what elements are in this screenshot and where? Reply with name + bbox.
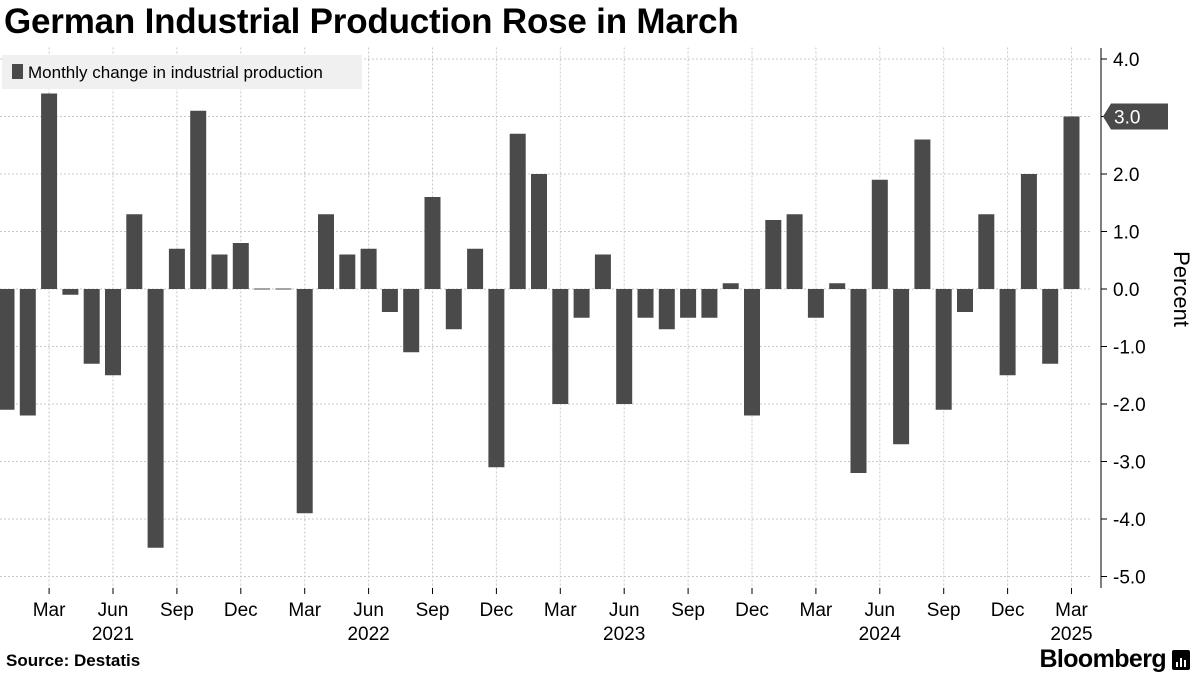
x-tick-label: Dec [735,600,769,621]
x-tick-label: Mar [33,600,66,621]
source-note: Source: Destatis [6,651,141,670]
x-tick-label: Jun [864,600,895,621]
bar [467,248,484,289]
x-tick-label: Mar [1055,600,1088,621]
bar [275,288,292,290]
bar [19,289,36,416]
bar [935,289,952,410]
bar [722,283,739,289]
bar [168,248,185,289]
legend-box [2,55,362,89]
x-tick-label: Sep [671,600,705,621]
bar [190,110,207,289]
bar [211,254,228,289]
x-tick-label: Dec [480,600,514,621]
bar [381,289,398,312]
bar [232,243,249,289]
x-year-label: 2021 [92,624,134,645]
bloomberg-bars-icon [1172,649,1190,670]
x-year-label: 2024 [859,624,902,645]
y-tick-label: -3.0 [1113,453,1146,474]
y-axis-label: Percent [1169,251,1194,327]
bar [339,254,356,289]
x-tick-label: Sep [416,600,450,621]
bar [445,289,462,330]
bar [573,289,590,318]
x-tick-label: Mar [288,600,321,621]
last-value-tag [1103,103,1168,130]
x-tick-label: Jun [98,600,129,621]
bar [1020,174,1037,289]
bar [509,133,526,289]
bar [957,289,973,312]
bar [360,248,377,289]
bar [0,289,15,410]
x-tick-label: Mar [544,600,577,621]
bar [701,289,718,318]
x-tick-label: Sep [927,600,961,621]
bar [105,289,121,376]
bar [126,214,143,289]
x-tick-label: Dec [224,600,258,621]
bar [424,197,441,289]
y-tick-label: 1.0 [1113,223,1139,244]
bar [531,174,547,289]
x-tick-label: Mar [800,600,833,621]
bar [147,289,164,548]
y-tick-label: 2.0 [1113,165,1139,186]
y-tick-label: -5.0 [1113,568,1146,589]
y-tick-label: -1.0 [1113,338,1146,359]
x-year-label: 2022 [347,624,389,645]
brand-logo: Bloomberg [1039,645,1190,674]
bar [914,139,931,289]
bar [850,289,867,473]
bar [254,288,271,290]
bar [786,214,803,289]
y-tick-label: 0.0 [1113,280,1139,301]
brand-name: Bloomberg [1039,645,1166,673]
x-tick-label: Jun [353,600,384,621]
bar [1063,116,1080,289]
bar [83,289,100,364]
y-tick-label: -4.0 [1113,510,1146,531]
bar [318,214,334,289]
x-year-label: 2025 [1050,624,1092,645]
bar [403,289,420,353]
bar [999,289,1016,376]
legend-swatch [12,64,23,79]
bar [616,289,633,404]
y-tick-label: -2.0 [1113,395,1146,416]
bar [807,289,824,318]
bar [680,289,697,318]
bar [488,289,505,468]
bar-chart: 4.0 3.0 2.0 1.0 0.0 -1.0 -2.0 -3.0 -4.0 -5.0 Perce… [0,47,1194,645]
x-year-label: 2023 [603,624,645,645]
bar [296,289,313,514]
bar [594,254,611,289]
y-tick-label: 4.0 [1113,50,1139,71]
bar [637,289,654,318]
bar [765,220,782,289]
bar [978,214,995,289]
bar [871,179,888,289]
last-value-label: 3.0 [1114,108,1140,129]
bar [552,289,569,404]
bar [62,289,79,295]
bar [893,289,910,445]
bar [744,289,760,416]
x-tick-label: Jun [609,600,640,621]
bar [829,283,846,289]
chart-title: German Industrial Production Rose in Mar… [4,2,739,41]
x-tick-label: Sep [160,600,194,621]
x-tick-label: Dec [991,600,1025,621]
bar [1042,289,1059,364]
bar [658,289,675,330]
legend-label: Monthly change in industrial production [28,63,323,82]
bar [41,93,58,289]
